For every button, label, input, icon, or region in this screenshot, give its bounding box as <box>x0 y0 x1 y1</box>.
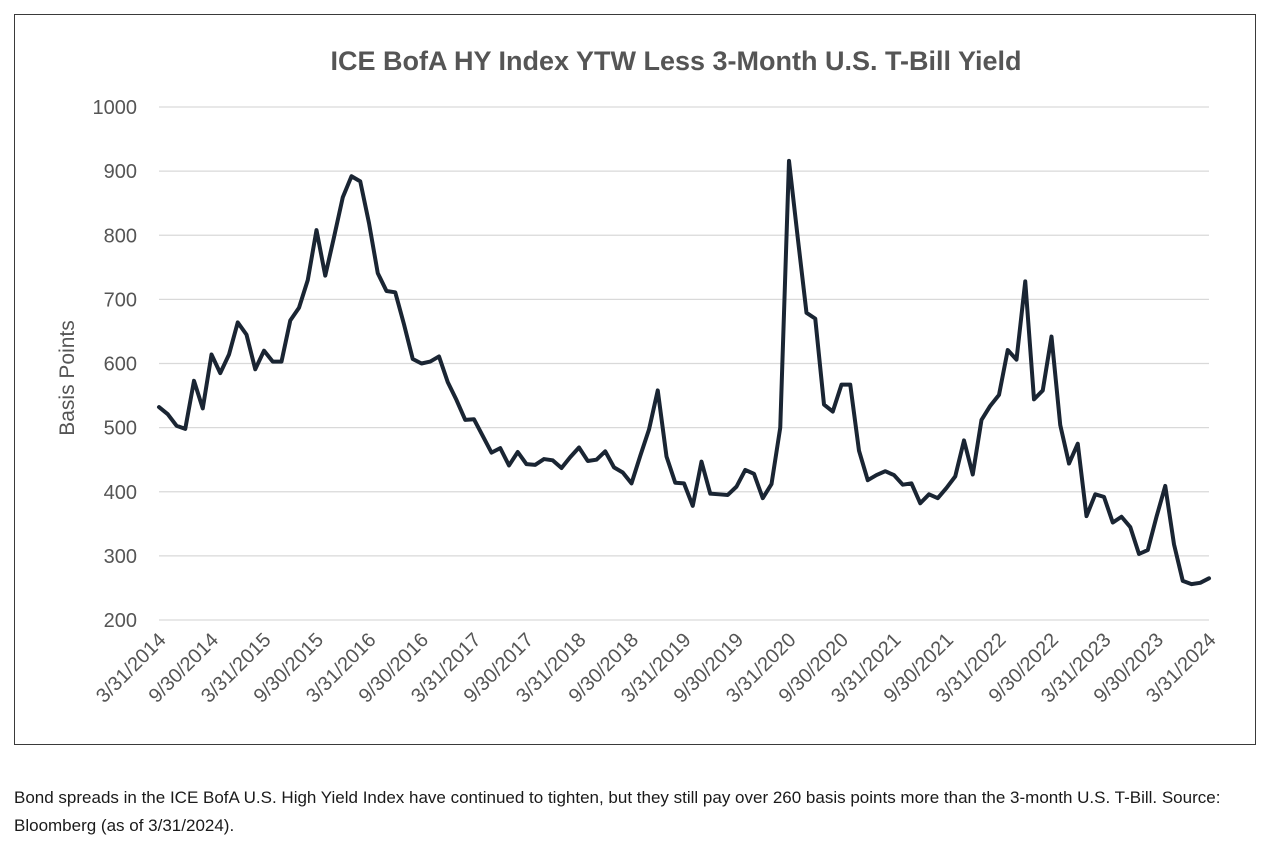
y-tick-label: 500 <box>104 418 137 440</box>
y-tick-labels: 200 300 400 500 600 700 800 900 1000 <box>93 97 138 632</box>
y-tick-label: 900 <box>104 161 137 183</box>
gridlines <box>159 106 1209 621</box>
x-tick-labels: 3/31/20149/30/20143/31/20159/30/20153/31… <box>92 629 1220 707</box>
y-tick-label: 600 <box>104 354 137 376</box>
chart-caption: Bond spreads in the ICE BofA U.S. High Y… <box>14 788 1221 835</box>
chart-title: ICE BofA HY Index YTW Less 3-Month U.S. … <box>330 46 1021 76</box>
y-tick-label: 200 <box>104 610 137 632</box>
chart-svg: ICE BofA HY Index YTW Less 3-Month U.S. … <box>56 46 1221 707</box>
y-tick-label: 700 <box>104 289 137 311</box>
y-tick-label: 800 <box>104 225 137 247</box>
series-lines <box>157 158 1211 587</box>
y-tick-label: 300 <box>104 546 137 568</box>
chart-frame: ICE BofA HY Index YTW Less 3-Month U.S. … <box>14 14 1256 745</box>
series-line <box>157 158 1211 587</box>
y-tick-label: 400 <box>104 482 137 504</box>
y-tick-label: 1000 <box>93 97 138 119</box>
y-axis-label: Basis Points <box>56 320 79 436</box>
